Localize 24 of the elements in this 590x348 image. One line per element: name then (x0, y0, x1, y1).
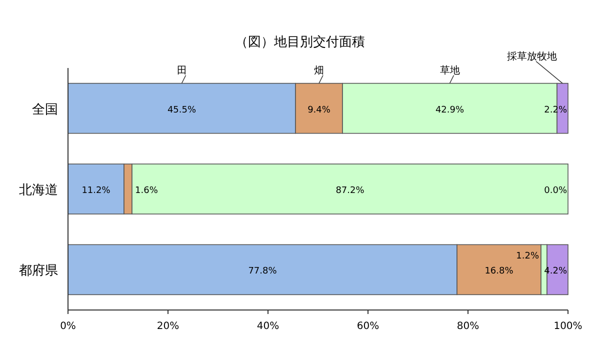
data-label: 1.6% (135, 186, 158, 196)
data-label: 77.8% (248, 266, 277, 277)
series-name: 田 (176, 65, 187, 76)
data-label: 11.2% (82, 186, 110, 196)
data-label: 9.4% (308, 105, 330, 116)
data-label: 45.5% (167, 105, 196, 116)
tick-label: 0% (60, 321, 76, 332)
data-label: 1.2% (516, 252, 539, 262)
tick-label: 60% (356, 321, 380, 332)
tick-label: 100% (554, 321, 582, 332)
category-label: 都府県 (19, 264, 58, 279)
data-label: 16.8% (484, 266, 514, 277)
series-name: 畑 (314, 65, 324, 76)
series-name: 採草放牧地 (507, 51, 557, 62)
tick-label: 40% (256, 321, 280, 332)
data-label: 42.9% (435, 105, 464, 116)
tick-label: 80% (456, 321, 480, 332)
data-label: 0.0% (544, 186, 567, 196)
category-label: 北海道 (19, 183, 58, 198)
tick-label: 20% (156, 321, 180, 332)
series-name: 草地 (440, 65, 460, 76)
data-label: 87.2% (336, 186, 364, 196)
category-label: 全国 (32, 102, 58, 118)
title: （図）地目別交付面積 (235, 35, 365, 50)
